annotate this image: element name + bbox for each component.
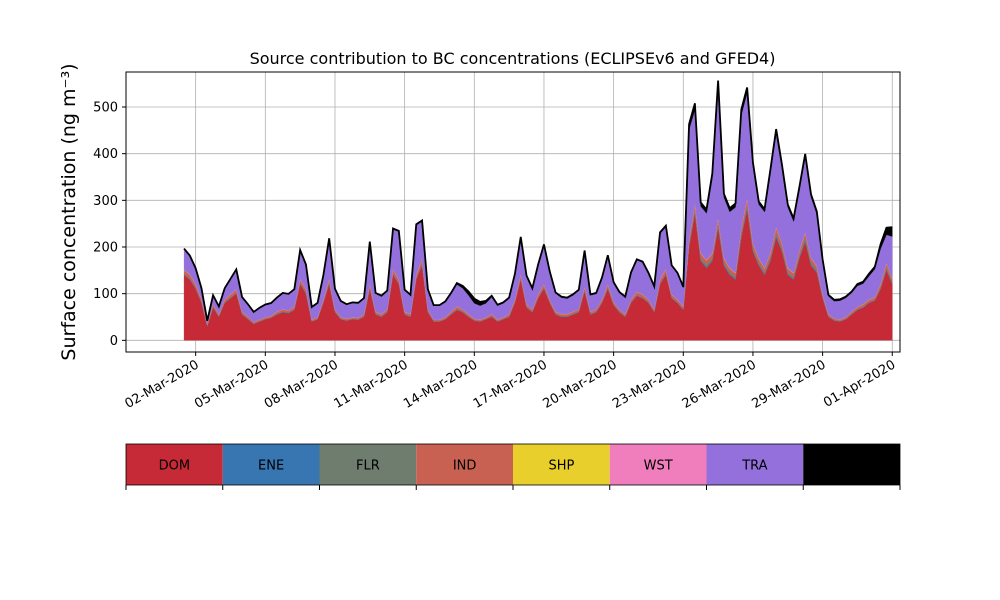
legend-swatch-bb [803, 444, 900, 485]
x-tick-label: 20-Mar-2020 [540, 357, 619, 411]
legend: DOM ENE FLR IND SHP WST TRA BB [125, 443, 901, 490]
x-tick-label: 29-Mar-2020 [749, 357, 828, 411]
x-tick-label: 26-Mar-2020 [680, 357, 759, 411]
legend-label-wst: WST [644, 459, 673, 474]
y-tick-label: 500 [93, 101, 118, 116]
plot-frame [125, 71, 901, 353]
legend-swatch-shp [513, 444, 610, 485]
x-tick-label: 14-Mar-2020 [401, 357, 480, 411]
y-tick-label: 0 [110, 334, 118, 349]
legend-swatch-dom [126, 444, 223, 485]
legend-label-dom: DOM [159, 459, 190, 474]
x-tick-label: 17-Mar-2020 [471, 357, 550, 411]
chart-title: Source contribution to BC concentrations… [250, 49, 776, 68]
legend-swatch-flr [319, 444, 417, 485]
legend-label-shp: SHP [548, 459, 574, 474]
area-series-layer [183, 80, 893, 341]
x-tick-label: 01-Apr-2020 [821, 357, 898, 410]
legend-label-flr: FLR [356, 459, 380, 474]
x-tick-label: 02-Mar-2020 [123, 357, 202, 411]
legend-label-bb: BB [843, 459, 861, 474]
y-tick-label: 300 [93, 194, 118, 209]
legend-label-ind: IND [453, 459, 477, 474]
legend-swatch-wst [609, 444, 707, 485]
y-tick-label: 400 [93, 147, 118, 162]
legend-label-ene: ENE [258, 459, 284, 474]
y-tick-label: 200 [93, 241, 118, 256]
y-tick-label: 100 [93, 287, 118, 302]
x-tick-label: 08-Mar-2020 [262, 357, 341, 411]
legend-label-tra: TRA [741, 459, 767, 474]
x-tick-label: 23-Mar-2020 [610, 357, 689, 411]
x-tick-label: 05-Mar-2020 [192, 357, 271, 411]
x-tick-label: 11-Mar-2020 [332, 357, 411, 411]
y-axis-label: Surface concentration (ng m⁻³) [58, 63, 80, 360]
legend-swatch-ind [416, 444, 513, 485]
total-outline [183, 80, 893, 321]
legend-swatch-tra [706, 444, 804, 485]
legend-swatch-ene [222, 444, 320, 485]
